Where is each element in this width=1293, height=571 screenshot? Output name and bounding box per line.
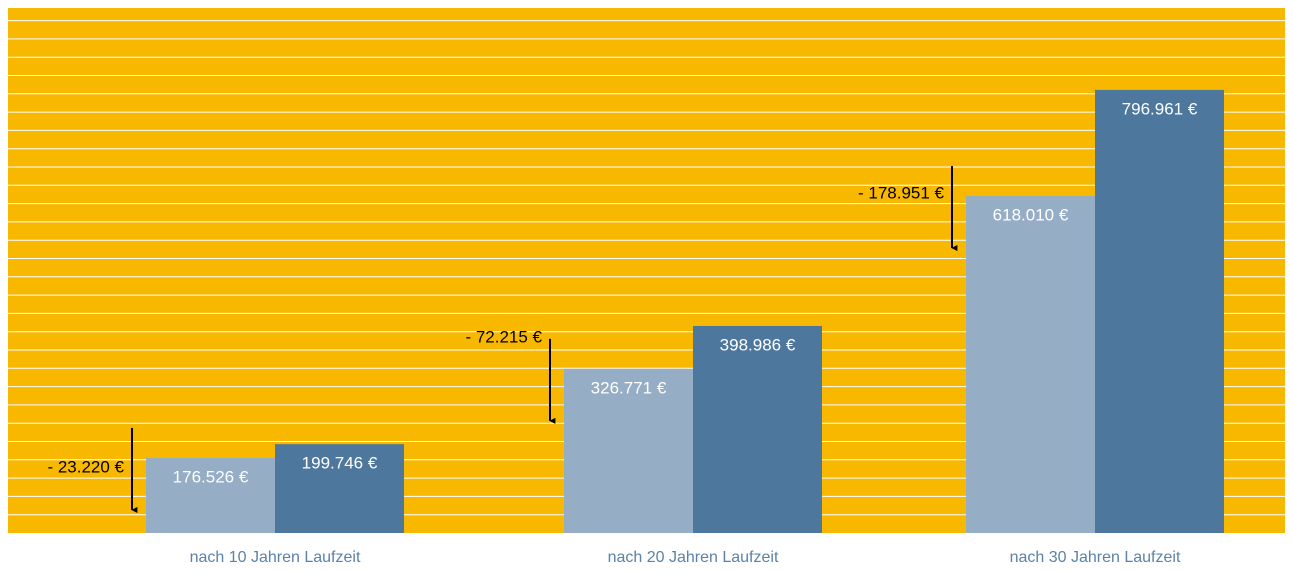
bar [693,325,822,533]
value-label: 176.526 € [173,467,249,486]
bar [275,444,404,533]
difference-label: - 178.951 € [858,184,945,203]
difference-label: - 72.215 € [465,327,542,346]
x-tick-label: nach 30 Jahren Laufzeit [1010,549,1181,566]
value-label: 796.961 € [1122,99,1198,118]
difference-label: - 23.220 € [47,457,124,476]
bar [966,196,1095,533]
value-label: 618.010 € [993,206,1069,225]
value-label: 199.746 € [302,454,378,473]
bar [146,457,275,533]
x-tick-label: nach 20 Jahren Laufzeit [608,549,779,566]
bar [564,368,693,533]
x-tick-label: nach 10 Jahren Laufzeit [190,549,361,566]
value-label: 326.771 € [591,378,667,397]
value-label: 398.986 € [720,335,796,354]
bar [1095,89,1224,533]
